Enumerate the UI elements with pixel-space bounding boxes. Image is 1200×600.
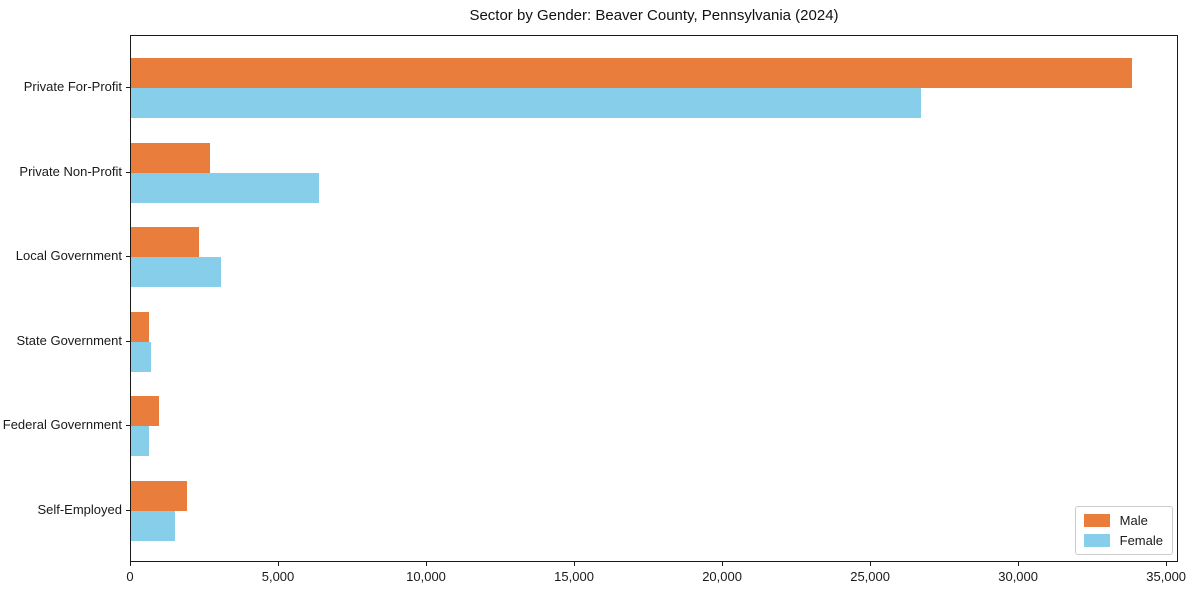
bar-female-self-employed	[131, 511, 176, 541]
y-tick-label-self-employed: Self-Employed	[37, 501, 122, 517]
x-tick-mark	[721, 562, 723, 566]
legend-label-female: Female	[1119, 533, 1163, 548]
x-tick-mark	[425, 562, 427, 566]
y-tick-mark	[126, 340, 130, 342]
bar-female-private-non-profit	[131, 173, 319, 203]
x-tick-label-35000: 35,000	[1146, 569, 1187, 584]
x-tick-mark	[1017, 562, 1019, 566]
y-tick-label-local-government: Local Government	[15, 248, 122, 264]
y-tick-mark	[126, 87, 130, 89]
y-tick-label-private-non-profit: Private Non-Profit	[19, 163, 122, 179]
bar-male-state-government	[131, 312, 149, 342]
x-tick-label-10000: 10,000	[406, 569, 446, 584]
legend-item-male: Male	[1083, 513, 1163, 528]
x-tick-mark	[1165, 562, 1167, 566]
y-tick-mark	[126, 171, 130, 173]
y-tick-label-private-for-profit: Private For-Profit	[23, 79, 122, 95]
bar-female-private-for-profit	[131, 88, 922, 118]
chart-title: Sector by Gender: Beaver County, Pennsyl…	[469, 7, 839, 24]
y-tick-mark	[126, 256, 130, 258]
y-tick-label-state-government: State Government	[16, 332, 123, 348]
y-tick-mark	[126, 509, 130, 511]
bar-male-private-for-profit	[131, 58, 1132, 88]
x-tick-label-20000: 20,000	[702, 569, 742, 584]
x-tick-label-5000: 5,000	[261, 569, 295, 584]
bar-male-local-government	[131, 227, 200, 257]
y-tick-mark	[126, 425, 130, 427]
bar-male-self-employed	[131, 481, 187, 511]
legend-label-male: Male	[1119, 513, 1148, 528]
y-tick-label-federal-government: Federal Government	[2, 417, 122, 433]
legend-swatch-male	[1083, 514, 1110, 527]
bar-female-federal-government	[131, 426, 149, 456]
x-tick-mark	[869, 562, 871, 566]
legend-swatch-female	[1083, 534, 1110, 547]
x-tick-label-0: 0	[126, 569, 134, 584]
bar-male-federal-government	[131, 396, 160, 426]
x-tick-mark	[129, 562, 131, 566]
x-tick-mark	[277, 562, 279, 566]
x-tick-mark	[573, 562, 575, 566]
x-tick-label-25000: 25,000	[850, 569, 890, 584]
legend-item-female: Female	[1083, 533, 1163, 548]
x-tick-label-30000: 30,000	[998, 569, 1038, 584]
bar-female-local-government	[131, 257, 221, 287]
plot-area: Male Female	[130, 35, 1178, 562]
bar-male-private-non-profit	[131, 143, 210, 173]
legend: Male Female	[1074, 506, 1173, 555]
bar-female-state-government	[131, 342, 151, 372]
x-tick-label-15000: 15,000	[554, 569, 594, 584]
